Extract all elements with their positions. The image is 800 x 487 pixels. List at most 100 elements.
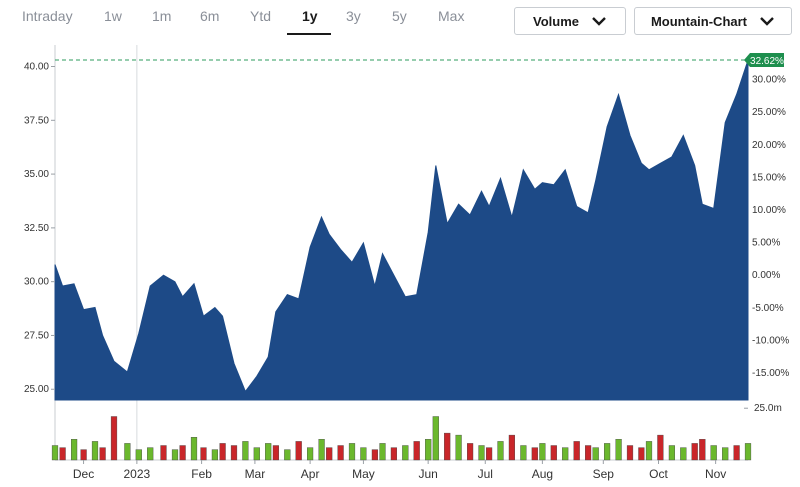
volume-tick-label: 25.0m: [754, 403, 782, 414]
volume-bar: [425, 439, 432, 461]
volume-bar: [432, 416, 439, 461]
y-tick-label: 40.00: [24, 62, 49, 73]
volume-bar: [550, 445, 557, 461]
x-tick-label: Apr: [301, 467, 320, 481]
tab-6m[interactable]: 6m: [200, 8, 220, 24]
y-tick-label: 27.50: [24, 330, 49, 341]
y-tick-label: 35.00: [24, 169, 49, 180]
pct-tick-label: 10.00%: [752, 205, 786, 216]
volume-bar: [160, 445, 167, 461]
pct-tick-label: -10.00%: [752, 335, 789, 346]
volume-bar: [272, 445, 280, 461]
chevron-down-icon: [592, 17, 606, 26]
volume-bar: [668, 445, 676, 461]
volume-bar: [147, 447, 154, 461]
tab-ytd[interactable]: Ytd: [250, 8, 272, 24]
y-tick-label: 32.50: [24, 223, 49, 234]
volume-dropdown[interactable]: Volume: [514, 7, 626, 35]
tab-1m[interactable]: 1m: [152, 8, 172, 24]
volume-bar: [710, 445, 717, 461]
volume-bar: [467, 443, 474, 461]
volume-bar: [604, 443, 611, 461]
volume-bar: [360, 447, 367, 461]
tab-1y[interactable]: 1y: [302, 8, 318, 24]
pct-tick-label: -5.00%: [752, 303, 784, 314]
volume-bar: [99, 447, 106, 461]
volume-bar: [592, 447, 599, 461]
volume-bar: [497, 441, 504, 461]
pct-tick-label: 25.00%: [752, 107, 786, 118]
change-badge: [744, 53, 784, 68]
volume-bar: [691, 443, 698, 461]
tab-5y[interactable]: 5y: [392, 8, 407, 24]
pct-tick-label: -15.00%: [752, 368, 789, 379]
x-tick-label: Feb: [191, 467, 212, 481]
volume-bar: [253, 447, 260, 461]
x-tick-label: Jun: [418, 467, 437, 481]
x-tick-label: Mar: [245, 467, 266, 481]
tab-3y[interactable]: 3y: [346, 8, 361, 24]
volume-bar: [531, 447, 538, 461]
volume-bar: [326, 447, 333, 461]
price-area-series: [54, 59, 749, 401]
volume-bar: [179, 445, 186, 461]
tab-intraday[interactable]: Intraday: [22, 8, 73, 24]
tab-1w[interactable]: 1w: [104, 8, 122, 24]
volume-bar: [265, 443, 272, 461]
volume-bar: [337, 445, 344, 461]
volume-bar: [124, 443, 131, 461]
volume-bar: [733, 445, 740, 461]
y-tick-label: 30.00: [24, 277, 49, 288]
tab-max[interactable]: Max: [438, 8, 465, 24]
volume-bar: [171, 449, 179, 461]
volume-bar: [348, 443, 356, 461]
volume-bar: [680, 447, 687, 461]
volume-bar: [486, 447, 493, 461]
volume-bar: [402, 445, 409, 461]
x-tick-label: Sep: [593, 467, 615, 481]
volume-bar: [80, 449, 87, 461]
volume-bar: [318, 439, 325, 461]
volume-bar: [91, 441, 99, 461]
volume-bar: [744, 443, 752, 461]
pct-tick-label: 15.00%: [752, 172, 786, 183]
volume-bar: [413, 441, 420, 461]
x-tick-label: May: [352, 467, 375, 481]
x-tick-label: Aug: [532, 467, 553, 481]
volume-bar: [699, 439, 706, 461]
volume-bar: [51, 445, 59, 461]
x-tick-label: Nov: [705, 467, 726, 481]
volume-bar: [242, 441, 249, 461]
volume-bar: [478, 445, 485, 461]
volume-bar: [59, 447, 66, 461]
chart-type-dropdown-label: Mountain-Chart: [650, 13, 748, 29]
y-tick-label: 25.00: [24, 384, 49, 395]
x-tick-label: Dec: [73, 467, 94, 481]
volume-bar: [135, 449, 142, 461]
volume-bar: [307, 447, 314, 461]
y-tick-label: 37.50: [24, 115, 49, 126]
volume-bar: [645, 441, 653, 461]
volume-dropdown-label: Volume: [533, 13, 579, 29]
volume-bar: [200, 447, 207, 461]
x-tick-label: 2023: [124, 467, 151, 481]
volume-bar: [539, 443, 546, 461]
volume-bar: [371, 449, 379, 461]
volume-bar: [615, 439, 622, 461]
volume-bar: [390, 447, 398, 461]
volume-bar: [230, 445, 238, 461]
volume-bar: [585, 445, 592, 461]
volume-bar: [508, 434, 516, 461]
x-tick-label: Jul: [478, 467, 493, 481]
volume-bar: [722, 447, 729, 461]
volume-bar: [190, 437, 198, 461]
volume-bar: [284, 449, 291, 461]
volume-bar: [626, 445, 634, 461]
volume-bar: [638, 447, 645, 461]
change-badge-label: 32.62%: [750, 56, 784, 67]
chart-type-dropdown[interactable]: Mountain-Chart: [634, 7, 792, 35]
volume-bar: [219, 443, 226, 461]
volume-bar: [70, 439, 78, 461]
volume-bar: [295, 441, 302, 461]
